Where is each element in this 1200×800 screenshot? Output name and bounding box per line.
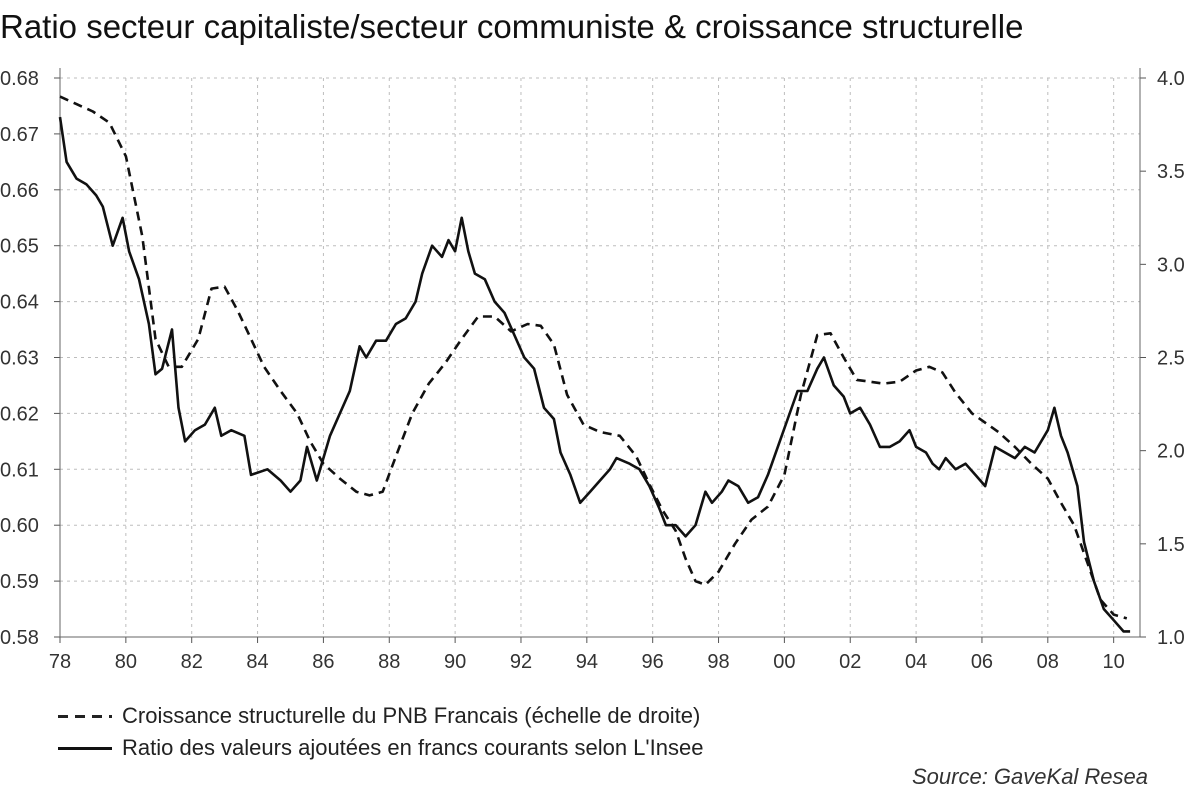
dashed-line-swatch-icon [58,714,112,718]
y-right-tick-label: 3.5 [1157,161,1185,183]
y-left-tick-label: 0.68 [0,68,39,90]
y-left-tick-label: 0.63 [0,348,39,370]
x-tick-label: 82 [181,651,203,673]
x-tick-label: 06 [971,651,993,673]
x-tick-label: 00 [773,651,795,673]
y-left-tick-label: 0.61 [0,459,39,481]
x-tick-label: 86 [312,651,334,673]
series-line-ratio [58,116,1131,633]
chart-title: Ratio secteur capitaliste/secteur commun… [0,8,1024,45]
legend-item-ratio: Ratio des valeurs ajoutées en francs cou… [58,732,703,764]
y-left-tick-label: 0.64 [0,292,39,314]
legend-item-croissance: Croissance structurelle du PNB Francais … [58,700,703,732]
x-tick-label: 96 [642,651,664,673]
x-tick-label: 08 [1037,651,1059,673]
y-left-tick-label: 0.62 [0,403,39,425]
y-right-tick-label: 1.5 [1157,534,1185,556]
y-left-tick-label: 0.67 [0,124,39,146]
x-tick-label: 04 [905,651,927,673]
y-left-tick-label: 0.65 [0,236,39,258]
x-tick-label: 10 [1103,651,1125,673]
y-right-tick-label: 2.5 [1157,348,1185,370]
x-tick-label: 02 [839,651,861,673]
x-tick-label: 78 [49,651,71,673]
legend-label-ratio: Ratio des valeurs ajoutées en francs cou… [122,735,704,760]
series-line-croissance [59,95,1128,620]
y-right-tick-label: 1.0 [1157,627,1185,649]
y-right-tick-label: 4.0 [1157,68,1185,90]
solid-line-swatch-icon [58,746,112,750]
source-note: Source: GaveKal Resea [912,764,1149,789]
y-left-tick-label: 0.66 [0,180,39,202]
y-left-tick-label: 0.58 [0,627,39,649]
legend: Croissance structurelle du PNB Francais … [58,700,703,764]
x-tick-label: 84 [246,651,268,673]
y-right-tick-label: 2.0 [1157,441,1185,463]
x-tick-label: 80 [115,651,137,673]
x-tick-label: 94 [576,651,598,673]
y-left-tick-label: 0.59 [0,571,39,593]
y-right-tick-label: 3.0 [1157,254,1185,276]
x-tick-label: 92 [510,651,532,673]
x-tick-label: 90 [444,651,466,673]
x-tick-label: 88 [378,651,400,673]
y-left-tick-label: 0.60 [0,515,39,537]
legend-label-croissance: Croissance structurelle du PNB Francais … [122,703,701,728]
x-tick-label: 98 [707,651,729,673]
